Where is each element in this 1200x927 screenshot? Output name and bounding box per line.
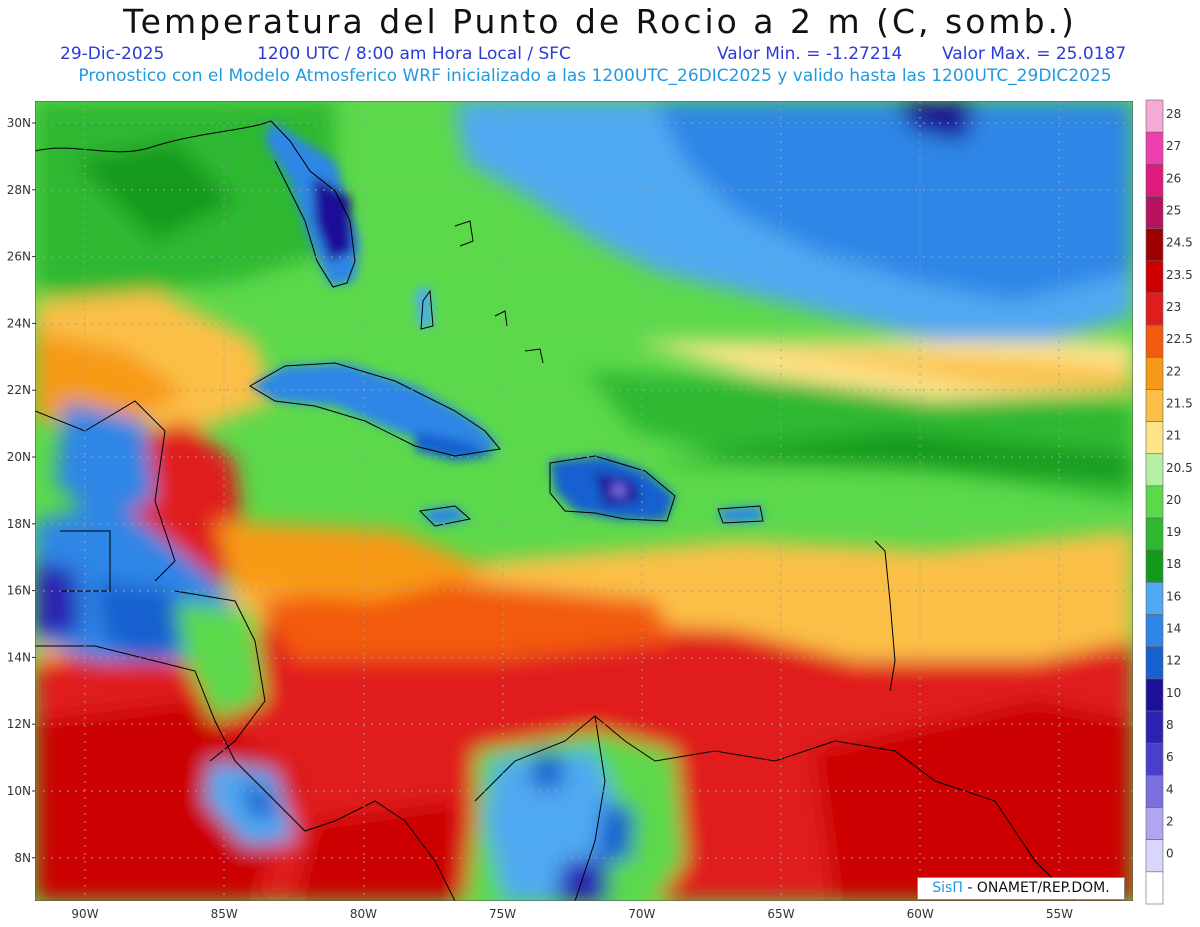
longitude-axis: 90W 85W 80W 75W 70W 65W 60W 55W: [71, 907, 1073, 921]
colorbar-swatch: [1145, 485, 1164, 519]
colorbar-swatch: [1145, 324, 1164, 358]
lat-label: 26N: [7, 250, 31, 264]
colorbar-label: 22.5: [1166, 332, 1193, 346]
lon-label: 90W: [71, 907, 98, 921]
colorbar-label: 4: [1166, 782, 1174, 796]
lon-label: 65W: [767, 907, 794, 921]
colorbar-swatch: [1145, 260, 1164, 294]
colorbar-swatch: [1145, 228, 1164, 262]
colorbar-label: 23.5: [1166, 268, 1193, 282]
colorbar-label: 19: [1166, 525, 1181, 539]
colorbar-swatch: [1145, 453, 1164, 487]
colorbar-label: 6: [1166, 750, 1174, 764]
colorbar-label: 24.5: [1166, 236, 1193, 250]
colorbar-swatch: [1145, 742, 1164, 776]
colorbar-label: 27: [1166, 139, 1181, 153]
colorbar-label: 22: [1166, 364, 1181, 378]
lon-label: 75W: [489, 907, 516, 921]
lat-label: 28N: [7, 183, 31, 197]
colorbar-swatch: [1145, 549, 1164, 583]
colorbar-swatch: [1145, 807, 1164, 840]
colorbar-label: 20: [1166, 493, 1181, 507]
lat-label: 24N: [7, 316, 31, 330]
dewpoint-map: [35, 101, 1133, 901]
colorbar-label: 23: [1166, 300, 1181, 314]
dewpoint-field: [35, 101, 1133, 901]
lat-label: 30N: [7, 116, 31, 130]
colorbar-label: 28: [1166, 107, 1181, 121]
colorbar-swatch: [1145, 646, 1164, 680]
coastlines: [35, 120, 1076, 901]
colorbar-label: 12: [1166, 654, 1181, 668]
credit-text: - ONAMET/REP.DOM.: [967, 880, 1110, 896]
colorbar-label: 8: [1166, 718, 1174, 732]
colorbar-swatch: [1145, 164, 1164, 197]
model-info-line: Pronostico con el Modelo Atmosferico WRF…: [78, 66, 1112, 86]
sispi-logo: SisΠ: [932, 880, 963, 896]
lon-label: 55W: [1046, 907, 1073, 921]
max-value-label: Valor Max. = 25.0187: [942, 44, 1127, 64]
lon-label: 70W: [628, 907, 655, 921]
lon-label: 60W: [907, 907, 934, 921]
colorbar-swatch: [1145, 292, 1164, 326]
colorbar-swatch: [1145, 356, 1164, 390]
colorbar-label: 2: [1166, 815, 1174, 829]
lat-label: 18N: [7, 517, 31, 531]
lat-label: 12N: [7, 717, 31, 731]
forecast-date: 29-Dic-2025: [60, 44, 165, 64]
colorbar-label: 20.5: [1166, 461, 1193, 475]
colorbar-swatch: [1145, 99, 1164, 133]
colorbar-label: 14: [1166, 622, 1181, 636]
colorbar-swatch: [1145, 775, 1164, 808]
forecast-time: 1200 UTC / 8:00 am Hora Local / SFC: [257, 44, 571, 64]
lat-label: 20N: [7, 450, 31, 464]
colorbar-swatch: [1145, 710, 1164, 744]
colorbar-label: 21: [1166, 429, 1181, 443]
min-value-label: Valor Min. = -1.27214: [717, 44, 903, 64]
colorbar-label: 10: [1166, 686, 1181, 700]
lat-label: 16N: [7, 584, 31, 598]
lat-label: 14N: [7, 650, 31, 664]
colorbar-label: 18: [1166, 557, 1181, 571]
colorbar: [1145, 99, 1164, 905]
colorbar-label: 25: [1166, 203, 1181, 217]
colorbar-swatch: [1145, 196, 1164, 229]
colorbar-swatch: [1145, 614, 1164, 648]
colorbar-swatch: [1145, 517, 1164, 551]
colorbar-swatch: [1145, 131, 1164, 165]
colorbar-swatch: [1145, 582, 1164, 615]
latitude-axis: 30N 28N 26N 24N 22N 20N 18N 16N 14N 12N 10N 8N: [7, 116, 36, 865]
colorbar-swatch: [1145, 839, 1164, 873]
colorbar-label: 26: [1166, 171, 1181, 185]
colorbar-swatch: [1145, 389, 1164, 422]
colorbar-swatch: [1145, 871, 1164, 905]
lon-label: 80W: [350, 907, 377, 921]
colorbar-label: 21.5: [1166, 396, 1193, 410]
lat-label: 22N: [7, 383, 31, 397]
map-title: Temperatura del Punto de Rocio a 2 m (C,…: [123, 2, 1077, 41]
lat-label: 10N: [7, 784, 31, 798]
colorbar-swatch: [1145, 678, 1164, 712]
colorbar-swatch: [1145, 421, 1164, 455]
lon-label: 85W: [211, 907, 238, 921]
graticule: [35, 101, 1133, 901]
colorbar-label: 0: [1166, 847, 1174, 861]
colorbar-labels: 2827262524.523.52322.52221.52120.5201918…: [1166, 107, 1193, 861]
lat-label: 8N: [14, 851, 31, 865]
credit-box: SisΠ - ONAMET/REP.DOM.: [917, 877, 1125, 900]
colorbar-label: 16: [1166, 589, 1181, 603]
